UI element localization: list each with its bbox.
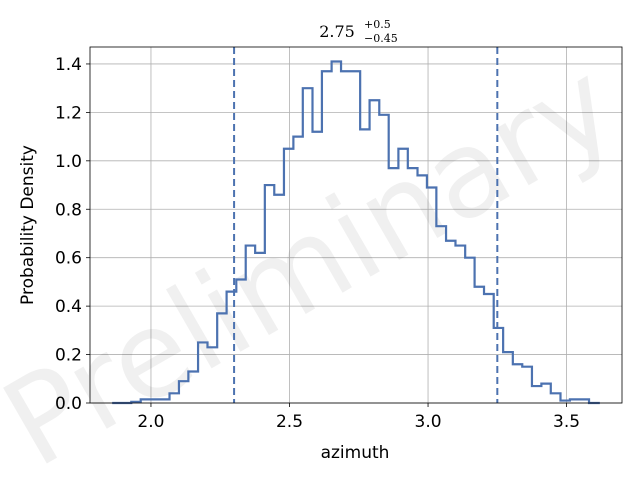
y-tick-label: 0.8 — [55, 200, 82, 220]
y-tick-label: 1.2 — [55, 103, 82, 123]
y-tick-label: 1.0 — [55, 152, 82, 172]
histogram-step-line — [112, 60, 600, 405]
y-axis-label: Probability Density — [18, 145, 38, 305]
chart-title: 2.75 +0.5 −0.45 — [319, 18, 398, 45]
x-tick-label: 3.5 — [553, 412, 580, 432]
title-value: 2.75 — [319, 22, 355, 41]
y-tick-label: 0.2 — [55, 346, 82, 366]
title-upper-error: +0.5 — [364, 18, 391, 31]
x-axis-label: azimuth — [321, 443, 390, 463]
x-tick-label: 2.5 — [276, 412, 303, 432]
y-tick-label: 0.0 — [55, 394, 82, 414]
plot-frame — [89, 46, 623, 404]
credible-interval-lines — [233, 47, 499, 403]
x-tick-label: 3.0 — [415, 412, 442, 432]
y-tick-label: 0.4 — [55, 297, 82, 317]
y-tick-label: 1.4 — [55, 55, 82, 75]
x-tick-label: 2.0 — [137, 412, 164, 432]
title-lower-error: −0.45 — [364, 32, 398, 45]
y-tick-label: 0.6 — [55, 249, 82, 269]
histogram-steps — [112, 60, 600, 405]
x-axis-ticks: 2.0 2.5 3.0 3.5 — [137, 403, 580, 432]
y-axis-ticks: 0.0 0.2 0.4 0.6 0.8 1.0 1.2 1.4 — [55, 55, 90, 414]
